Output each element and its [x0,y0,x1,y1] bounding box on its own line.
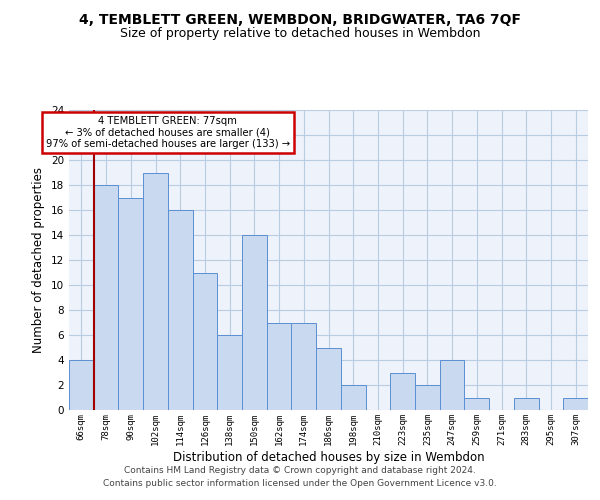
Text: 4, TEMBLETT GREEN, WEMBDON, BRIDGWATER, TA6 7QF: 4, TEMBLETT GREEN, WEMBDON, BRIDGWATER, … [79,12,521,26]
Bar [415,385,440,410]
Bar [143,172,168,410]
Text: Contains HM Land Registry data © Crown copyright and database right 2024.
Contai: Contains HM Land Registry data © Crown c… [103,466,497,487]
Bar [69,360,94,410]
Text: Size of property relative to detached houses in Wembdon: Size of property relative to detached ho… [120,28,480,40]
Bar [514,398,539,410]
Bar [193,272,217,410]
Text: 4 TEMBLETT GREEN: 77sqm
← 3% of detached houses are smaller (4)
97% of semi-deta: 4 TEMBLETT GREEN: 77sqm ← 3% of detached… [46,116,290,149]
Bar [267,322,292,410]
Bar [292,322,316,410]
Bar [464,398,489,410]
Bar [217,335,242,410]
Bar [118,198,143,410]
Bar [94,185,118,410]
Bar [390,372,415,410]
Bar [316,348,341,410]
Bar [168,210,193,410]
Y-axis label: Number of detached properties: Number of detached properties [32,167,46,353]
Bar [242,235,267,410]
Bar [563,398,588,410]
Bar [440,360,464,410]
Bar [341,385,365,410]
X-axis label: Distribution of detached houses by size in Wembdon: Distribution of detached houses by size … [173,450,484,464]
